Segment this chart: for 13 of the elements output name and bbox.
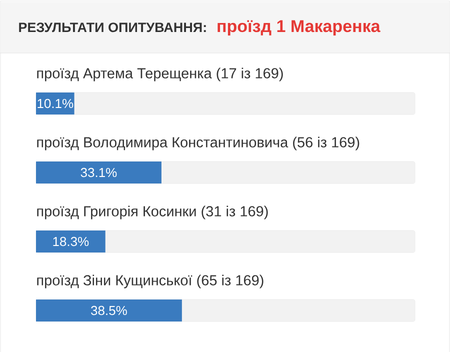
bar <box>36 92 74 114</box>
data-label: 38.5% <box>91 306 127 316</box>
data-label: 18.3% <box>53 236 89 246</box>
data-label: 10.1% <box>38 98 74 108</box>
bar <box>36 230 106 252</box>
chart-title: РЕЗУЛЬТАТИ ОПИТУВАННЯ: <box>19 22 206 32</box>
y-tick-label: проїзд Григорія Косинки (31 із 169) <box>37 206 268 220</box>
y-tick-label: проїзд Володимира Константиновича (56 із 169) <box>37 136 360 150</box>
chart-subtitle: проїзд 1 Макаренка <box>218 20 380 36</box>
y-tick-label: проїзд Зіни Кущинської (65 із 169) <box>37 274 264 288</box>
y-tick-label: проїзд Артема Терещенка (17 із 169) <box>37 68 283 82</box>
bar <box>36 162 162 184</box>
data-label: 33.1% <box>80 168 117 178</box>
